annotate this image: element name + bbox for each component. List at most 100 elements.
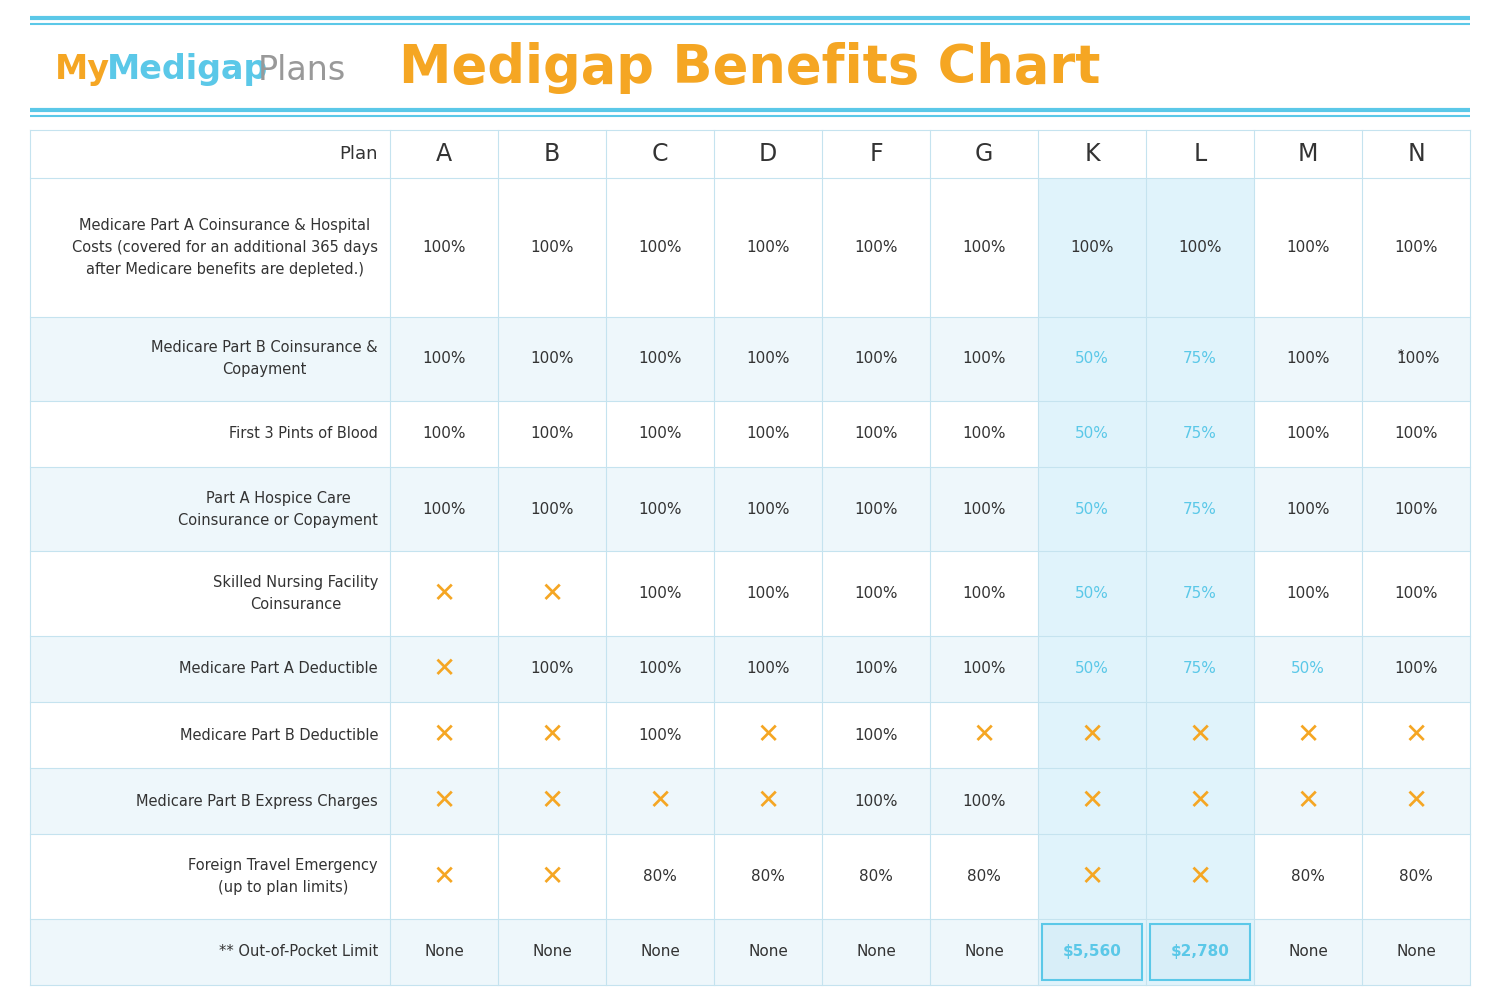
Text: ✕: ✕	[540, 863, 564, 891]
Text: 100%: 100%	[747, 661, 789, 676]
Text: 100%: 100%	[1286, 240, 1329, 255]
Text: 100%: 100%	[855, 728, 897, 743]
Text: 100%: 100%	[1286, 586, 1329, 601]
Text: 100%: 100%	[747, 426, 789, 441]
Text: 100%: 100%	[639, 426, 681, 441]
Text: 75%: 75%	[1184, 661, 1216, 676]
Text: 80%: 80%	[1400, 869, 1432, 884]
Text: Plan: Plan	[339, 145, 378, 163]
Text: ✕: ✕	[1080, 787, 1104, 815]
Text: ✕: ✕	[1188, 863, 1212, 891]
Text: 80%: 80%	[644, 869, 676, 884]
Text: B: B	[544, 142, 560, 166]
Text: 80%: 80%	[968, 869, 1000, 884]
Text: Skilled Nursing Facility
Coinsurance: Skilled Nursing Facility Coinsurance	[213, 575, 378, 612]
Text: 100%: 100%	[1395, 426, 1437, 441]
Text: 100%: 100%	[963, 661, 1005, 676]
Text: 50%: 50%	[1076, 426, 1108, 441]
FancyBboxPatch shape	[30, 467, 1470, 551]
Text: ✕: ✕	[1296, 787, 1320, 815]
Text: None: None	[856, 944, 895, 959]
Text: 75%: 75%	[1184, 502, 1216, 517]
Text: ✕: ✕	[432, 721, 456, 749]
Text: 100%: 100%	[963, 794, 1005, 809]
Text: Medicare Part B Deductible: Medicare Part B Deductible	[180, 728, 378, 743]
Text: ✕: ✕	[432, 787, 456, 815]
Text: ✕: ✕	[648, 787, 672, 815]
Text: Medigap: Medigap	[106, 53, 268, 87]
Text: A: A	[436, 142, 451, 166]
Text: None: None	[532, 944, 572, 959]
Text: N: N	[1407, 142, 1425, 166]
Text: None: None	[640, 944, 680, 959]
Text: 100%: 100%	[855, 661, 897, 676]
FancyBboxPatch shape	[1042, 924, 1142, 980]
Text: L: L	[1194, 142, 1206, 166]
Text: 100%: 100%	[1286, 351, 1329, 366]
FancyBboxPatch shape	[1038, 178, 1146, 985]
Text: C: C	[651, 142, 669, 166]
Text: None: None	[1396, 944, 1435, 959]
Text: $2,780: $2,780	[1170, 944, 1230, 959]
Text: 100%: 100%	[531, 351, 573, 366]
Text: 50%: 50%	[1076, 351, 1108, 366]
Text: 100%: 100%	[1395, 240, 1437, 255]
Text: ✕: ✕	[432, 655, 456, 683]
Text: None: None	[964, 944, 1004, 959]
FancyBboxPatch shape	[30, 401, 1470, 467]
Text: 100%: 100%	[963, 502, 1005, 517]
Text: 100%: 100%	[855, 351, 897, 366]
Text: 100%: 100%	[531, 426, 573, 441]
Text: 100%: 100%	[855, 240, 897, 255]
Text: Medicare Part A Deductible: Medicare Part A Deductible	[180, 661, 378, 676]
Text: 50%: 50%	[1076, 586, 1108, 601]
Text: 50%: 50%	[1292, 661, 1324, 676]
Text: 100%: 100%	[639, 240, 681, 255]
Text: 100%: 100%	[747, 240, 789, 255]
Text: First 3 Pints of Blood: First 3 Pints of Blood	[230, 426, 378, 441]
Text: 100%: 100%	[423, 502, 465, 517]
Text: None: None	[748, 944, 788, 959]
FancyBboxPatch shape	[30, 768, 1470, 834]
FancyBboxPatch shape	[30, 178, 1470, 317]
Text: 100%: 100%	[1395, 661, 1437, 676]
Text: K: K	[1084, 142, 1100, 166]
Text: ✕: ✕	[1188, 721, 1212, 749]
Text: 100%: 100%	[747, 586, 789, 601]
Text: ✕: ✕	[432, 580, 456, 608]
Text: ✕: ✕	[540, 787, 564, 815]
Text: Medicare Part A Coinsurance & Hospital
Costs (covered for an additional 365 days: Medicare Part A Coinsurance & Hospital C…	[72, 218, 378, 277]
Text: *: *	[1398, 348, 1404, 361]
FancyBboxPatch shape	[30, 317, 1470, 401]
Text: 100%: 100%	[423, 240, 465, 255]
Text: 75%: 75%	[1184, 426, 1216, 441]
Text: D: D	[759, 142, 777, 166]
Text: 100%: 100%	[855, 502, 897, 517]
Text: 100%: 100%	[639, 502, 681, 517]
Text: 100%: 100%	[963, 240, 1005, 255]
Text: 100%: 100%	[639, 728, 681, 743]
Text: Plans: Plans	[258, 53, 347, 87]
Text: F: F	[868, 142, 883, 166]
Text: ✕: ✕	[972, 721, 996, 749]
Text: 100%: 100%	[1179, 240, 1221, 255]
Text: ✕: ✕	[756, 721, 780, 749]
Text: Foreign Travel Emergency
(up to plan limits): Foreign Travel Emergency (up to plan lim…	[189, 858, 378, 895]
Text: 100%: 100%	[855, 426, 897, 441]
Text: 80%: 80%	[859, 869, 892, 884]
Text: 75%: 75%	[1184, 351, 1216, 366]
Text: 100%: 100%	[639, 661, 681, 676]
Text: None: None	[1288, 944, 1328, 959]
Text: 100%: 100%	[747, 502, 789, 517]
Text: 100%: 100%	[1395, 586, 1437, 601]
Text: 100%: 100%	[1396, 351, 1440, 366]
FancyBboxPatch shape	[1146, 178, 1254, 985]
Text: M: M	[1298, 142, 1318, 166]
Text: 100%: 100%	[963, 426, 1005, 441]
Text: 100%: 100%	[1071, 240, 1113, 255]
Text: None: None	[424, 944, 464, 959]
FancyBboxPatch shape	[1150, 924, 1250, 980]
Text: 80%: 80%	[1292, 869, 1324, 884]
Text: 100%: 100%	[531, 240, 573, 255]
Text: 75%: 75%	[1184, 586, 1216, 601]
